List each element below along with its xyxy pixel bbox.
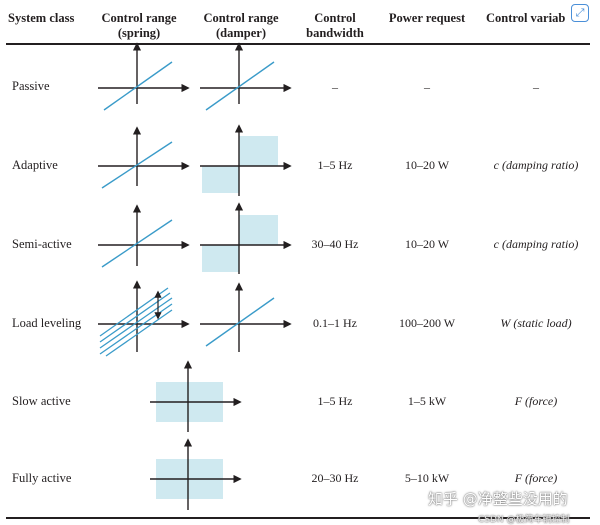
- bottom-rule: [6, 517, 590, 519]
- header-control-variable: Control variab: [486, 11, 566, 25]
- semi-active-damper-diagram: [200, 202, 292, 274]
- expand-icon[interactable]: ⤢: [571, 4, 589, 22]
- power-semi-active: 10–20 W: [404, 237, 450, 251]
- power-fully-active: 5–10 kW: [404, 471, 450, 485]
- variable-load-leveling: W (static load): [500, 316, 572, 330]
- header-damper-line1: Control range: [203, 11, 279, 25]
- bandwidth-adaptive: 1–5 Hz: [317, 158, 353, 172]
- row-label-fully-active: Fully active: [12, 471, 72, 485]
- power-slow-active: 1–5 kW: [407, 394, 447, 408]
- adaptive-spring-diagram: [98, 126, 190, 189]
- variable-fully-active: F (force): [514, 471, 558, 485]
- header-control-bandwidth: Control bandwidth: [296, 11, 374, 41]
- row-label-passive: Passive: [12, 79, 50, 93]
- bandwidth-fully-active: 20–30 Hz: [311, 471, 359, 485]
- header-bandwidth-line2: bandwidth: [306, 26, 364, 40]
- variable-semi-active: c (damping ratio): [493, 237, 579, 251]
- semi-active-spring-diagram: [98, 204, 190, 268]
- header-control-range-damper: Control range (damper): [194, 11, 288, 41]
- bandwidth-slow-active: 1–5 Hz: [317, 394, 353, 408]
- bandwidth-passive: –: [332, 80, 338, 94]
- header-control-range-spring: Control range (spring): [92, 11, 186, 41]
- watermark-sub: CSDN @极简车辆控制: [478, 515, 570, 525]
- passive-damper-diagram: [200, 42, 292, 111]
- row-label-adaptive: Adaptive: [12, 158, 58, 172]
- header-rule: [6, 43, 590, 45]
- adaptive-damper-diagram: [200, 124, 292, 196]
- fully-active-diagram: [150, 438, 242, 510]
- watermark-main: 知乎 @净整些没用的: [428, 490, 568, 508]
- row-label-semi-active: Semi-active: [12, 237, 72, 251]
- slow-active-diagram: [150, 360, 242, 432]
- header-spring-line1: Control range: [101, 11, 177, 25]
- row-label-slow-active: Slow active: [12, 394, 71, 408]
- power-passive: –: [424, 80, 430, 94]
- variable-adaptive: c (damping ratio): [493, 158, 579, 172]
- passive-spring-diagram: [98, 42, 190, 111]
- load-leveling-damper-diagram: [200, 282, 292, 352]
- header-spring-line2: (spring): [117, 26, 161, 40]
- variable-slow-active: F (force): [514, 394, 558, 408]
- header-power-request: Power request: [388, 11, 466, 25]
- power-adaptive: 10–20 W: [404, 158, 450, 172]
- power-load-leveling: 100–200 W: [398, 316, 456, 330]
- header-system-class: System class: [8, 11, 75, 25]
- load-leveling-spring-diagram: [98, 280, 190, 357]
- header-damper-line2: (damper): [216, 26, 266, 40]
- bandwidth-semi-active: 30–40 Hz: [311, 237, 359, 251]
- header-bandwidth-line1: Control: [314, 11, 356, 25]
- row-label-load-leveling: Load leveling: [12, 316, 82, 330]
- bandwidth-load-leveling: 0.1–1 Hz: [313, 316, 357, 330]
- variable-passive: –: [533, 80, 539, 94]
